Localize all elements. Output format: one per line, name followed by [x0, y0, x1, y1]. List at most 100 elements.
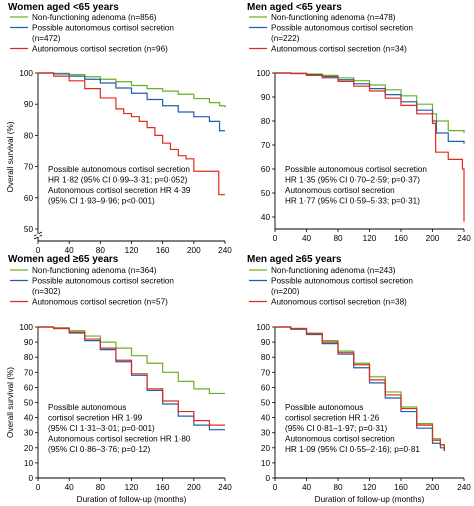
x-tick-label: 120 [125, 246, 139, 255]
hr-annotation: HR 1·09 (95% CI 0·55–2·16); p=0·81 [285, 445, 420, 454]
survival-curve-pacs [275, 72, 465, 144]
legend-entry: (n=472) [32, 34, 61, 43]
y-tick-label: 70 [24, 368, 34, 377]
hr-annotation: (95% CI 0·81–1·97; p=0·31) [285, 424, 387, 433]
legend-entry: Possible autonomous cortisol secretion [271, 277, 413, 286]
x-tick-label: 240 [457, 234, 471, 243]
x-tick-label: 160 [156, 246, 170, 255]
x-tick-label: 40 [302, 234, 312, 243]
legend-entry: Autonomous cortisol secretion (n=57) [32, 298, 168, 307]
y-tick-label: 70 [24, 163, 34, 172]
legend-entry: Autonomous cortisol secretion (n=96) [32, 45, 168, 54]
x-tick-label: 40 [65, 246, 75, 255]
y-tick-label: 60 [261, 165, 271, 174]
x-tick-label: 80 [96, 246, 106, 255]
panel-title: Men aged ≥65 years [247, 254, 342, 265]
y-tick-label: 80 [261, 353, 271, 362]
hr-annotation: Possible autonomous [48, 403, 126, 412]
x-tick-label: 120 [125, 483, 139, 492]
y-tick-label: 50 [24, 399, 34, 408]
y-tick-label: 100 [19, 323, 33, 332]
survival-curve-acs [38, 72, 225, 196]
y-tick-label: 80 [261, 117, 271, 126]
y-tick-label: 40 [24, 414, 34, 423]
panel-title: Men aged <65 years [247, 2, 342, 13]
hr-annotation: cortisol secretion HR 1·26 [285, 414, 380, 423]
y-tick-label: 90 [261, 93, 271, 102]
legend-entry: Non-functioning adenoma (n=478) [271, 13, 396, 22]
y-tick-label: 20 [24, 444, 34, 453]
y-tick-label: 80 [24, 353, 34, 362]
hr-annotation: HR 1·77 (95% CI 0·59–5·33; p=0·31) [285, 197, 420, 206]
legend-entry: (n=222) [271, 34, 300, 43]
y-tick-label: 60 [24, 383, 34, 392]
panel-title: Women aged ≥65 years [8, 254, 119, 265]
hr-annotation: Autonomous cortisol secretion HR 1·80 [48, 435, 191, 444]
y-tick-label: 10 [24, 459, 34, 468]
legend-entry: Autonomous cortisol secretion (n=38) [271, 298, 407, 307]
survival-curve-acs [275, 326, 445, 451]
x-tick-label: 0 [273, 483, 278, 492]
hr-annotation: (95% CI 1·93–9·96; p<0·001) [48, 197, 155, 206]
y-tick-label: 60 [261, 383, 271, 392]
x-tick-label: 200 [426, 234, 440, 243]
survival-curve-acs [38, 326, 225, 426]
survival-curve-pacs [38, 72, 225, 132]
y-tick-label: 0 [28, 474, 33, 483]
hr-annotation: Autonomous cortisol secretion HR 4·39 [48, 186, 191, 195]
x-tick-label: 80 [333, 234, 343, 243]
x-tick-label: 40 [65, 483, 75, 492]
y-tick-label: 30 [24, 429, 34, 438]
legend-entry: Autonomous cortisol secretion (n=34) [271, 45, 407, 54]
x-tick-label: 40 [302, 483, 312, 492]
y-tick-label: 50 [261, 399, 271, 408]
x-tick-label: 240 [457, 483, 471, 492]
hr-annotation: cortisol secretion HR 1·99 [48, 414, 143, 423]
hr-annotation: (95% CI 0·86–3·76; p=0·12) [48, 445, 150, 454]
y-tick-label: 40 [261, 414, 271, 423]
axis-break-gap [36, 233, 40, 237]
legend-entry: Non-functioning adenoma (n=243) [271, 266, 396, 275]
y-tick-label: 90 [24, 338, 34, 347]
y-tick-label: 30 [261, 429, 271, 438]
y-tick-label: 0 [265, 474, 270, 483]
hr-annotation: HR 1·35 (95% CI 0·70–2·59; p=0·37) [285, 176, 420, 185]
y-tick-label: 10 [261, 459, 271, 468]
x-tick-label: 160 [156, 483, 170, 492]
survival-curve-acs [275, 72, 465, 222]
y-tick-label: 80 [24, 131, 34, 140]
x-tick-label: 240 [218, 246, 232, 255]
x-tick-label: 120 [363, 234, 377, 243]
legend-entry: Possible autonomous cortisol secretion [271, 24, 413, 33]
hr-annotation: (95% CI 1·31–3·01; p=0·001) [48, 424, 155, 433]
legend-entry: (n=302) [32, 287, 61, 296]
legend-entry: (n=200) [271, 287, 300, 296]
x-tick-label: 0 [36, 483, 41, 492]
y-tick-label: 20 [261, 444, 271, 453]
x-tick-label: 240 [218, 483, 232, 492]
x-tick-label: 0 [273, 234, 278, 243]
hr-annotation: Autonomous cortisol secretion [285, 186, 395, 195]
y-tick-label: 50 [24, 225, 34, 234]
x-tick-label: 80 [333, 483, 343, 492]
x-tick-label: 80 [96, 483, 106, 492]
hr-annotation: HR 1·82 (95% CI 0·99–3·31; p=0·052) [48, 176, 188, 185]
x-tick-label: 160 [394, 234, 408, 243]
x-tick-label: 160 [394, 483, 408, 492]
survival-curve-nfa [275, 72, 465, 133]
survival-curve-pacs [275, 326, 445, 451]
y-tick-label: 60 [24, 194, 34, 203]
y-tick-label: 40 [261, 213, 271, 222]
y-axis-label: Overall survival (%) [6, 121, 15, 192]
hr-annotation: Possible autonomous cortisol secretion [285, 165, 427, 174]
x-tick-label: 120 [363, 483, 377, 492]
x-axis-label: Duration of follow-up (months) [315, 495, 425, 504]
y-tick-label: 70 [261, 368, 271, 377]
y-tick-label: 50 [261, 189, 271, 198]
hr-annotation: Autonomous cortisol secretion [285, 435, 395, 444]
